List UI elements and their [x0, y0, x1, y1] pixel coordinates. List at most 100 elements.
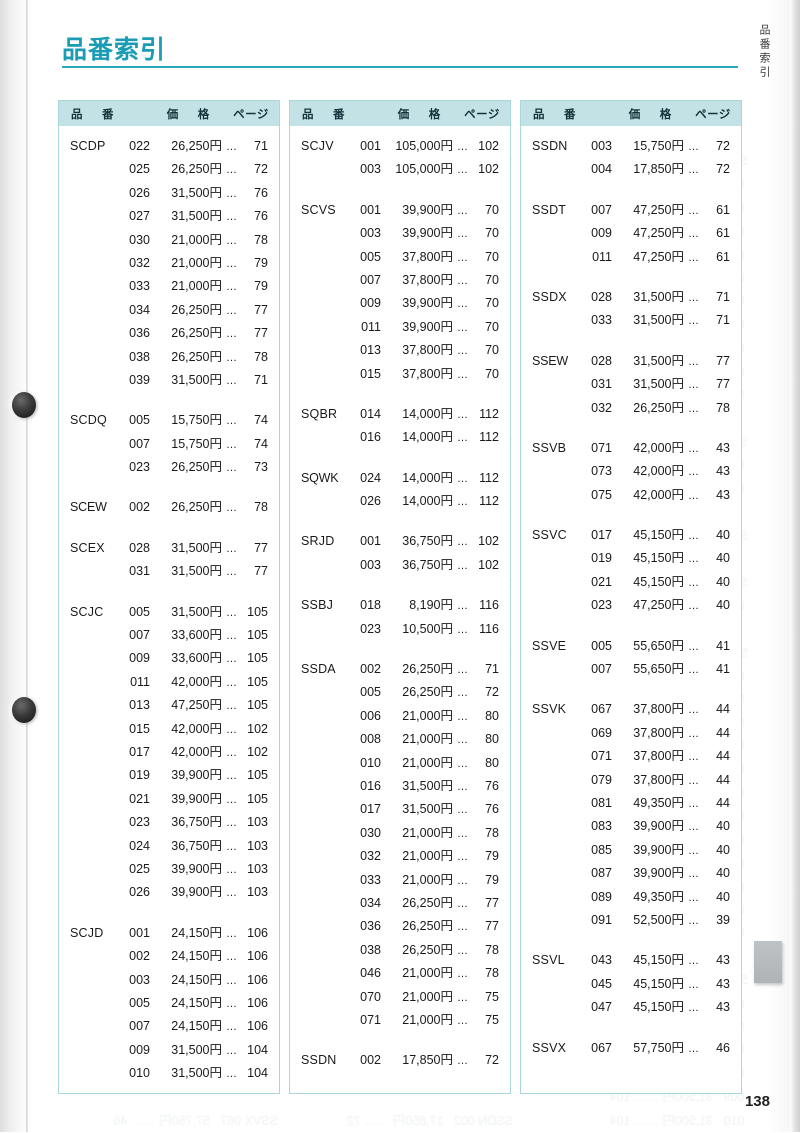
index-row[interactable]: 075 42,000円 ……… 43 [521, 484, 741, 507]
index-row[interactable]: 083 39,900円 ……… 40 [521, 815, 741, 838]
index-row[interactable]: SSDN 003 15,750円 ……… 72 [521, 135, 741, 158]
index-row[interactable]: 032 26,250円 ……… 78 [521, 397, 741, 420]
index-row[interactable]: 033 21,000円 ……… 79 [290, 869, 510, 892]
index-row[interactable]: 046 21,000円 ……… 78 [290, 962, 510, 985]
index-row[interactable]: 021 39,900円 ……… 105 [59, 788, 279, 811]
index-row[interactable]: 013 47,250円 ……… 105 [59, 694, 279, 717]
index-row[interactable]: 039 31,500円 ……… 71 [59, 369, 279, 392]
index-row[interactable]: 011 42,000円 ……… 105 [59, 671, 279, 694]
index-row[interactable]: 005 37,800円 ……… 70 [290, 246, 510, 269]
index-row[interactable]: 003 24,150円 ……… 106 [59, 969, 279, 992]
index-row[interactable]: 030 21,000円 ……… 78 [290, 822, 510, 845]
index-row[interactable]: 009 31,500円 ……… 104 [59, 1039, 279, 1062]
index-row[interactable]: SCEX 028 31,500円 ……… 77 [59, 537, 279, 560]
index-row[interactable]: 071 21,000円 ……… 75 [290, 1009, 510, 1032]
index-row[interactable]: 026 14,000円 ……… 112 [290, 490, 510, 513]
index-row[interactable]: 070 21,000円 ……… 75 [290, 986, 510, 1009]
index-row[interactable]: 005 24,150円 ……… 106 [59, 992, 279, 1015]
index-row[interactable]: 013 37,800円 ……… 70 [290, 339, 510, 362]
index-row[interactable]: 011 47,250円 ……… 61 [521, 246, 741, 269]
index-row[interactable]: SCJC 005 31,500円 ……… 105 [59, 601, 279, 624]
index-row[interactable]: 036 26,250円 ……… 77 [59, 322, 279, 345]
index-row[interactable]: 019 45,150円 ……… 40 [521, 547, 741, 570]
index-row[interactable]: 045 45,150円 ……… 43 [521, 973, 741, 996]
index-row[interactable]: 016 14,000円 ……… 112 [290, 426, 510, 449]
index-row[interactable]: SRJD 001 36,750円 ……… 102 [290, 530, 510, 553]
index-row[interactable]: 017 31,500円 ……… 76 [290, 798, 510, 821]
index-row[interactable]: 024 36,750円 ……… 103 [59, 835, 279, 858]
index-row[interactable]: 073 42,000円 ……… 43 [521, 460, 741, 483]
index-row[interactable]: SSVE 005 55,650円 ……… 41 [521, 635, 741, 658]
index-row[interactable]: SQWK 024 14,000円 ……… 112 [290, 467, 510, 490]
index-row[interactable]: 003 105,000円 ……… 102 [290, 158, 510, 181]
index-row[interactable]: SSBJ 018 8,190円 ……… 116 [290, 594, 510, 617]
index-row[interactable]: 038 26,250円 ……… 78 [290, 939, 510, 962]
index-row[interactable]: 009 47,250円 ……… 61 [521, 222, 741, 245]
index-row[interactable]: 047 45,150円 ……… 43 [521, 996, 741, 1019]
index-row[interactable]: SSVB 071 42,000円 ……… 43 [521, 437, 741, 460]
index-row[interactable]: 009 33,600円 ……… 105 [59, 647, 279, 670]
index-row[interactable]: 032 21,000円 ……… 79 [59, 252, 279, 275]
index-row[interactable]: SCDP 022 26,250円 ……… 71 [59, 135, 279, 158]
index-row[interactable]: SSDT 007 47,250円 ……… 61 [521, 199, 741, 222]
index-row[interactable]: 010 31,500円 ……… 104 [59, 1062, 279, 1085]
index-row[interactable]: SCVS 001 39,900円 ……… 70 [290, 199, 510, 222]
index-row[interactable]: 003 39,900円 ……… 70 [290, 222, 510, 245]
index-row[interactable]: 025 39,900円 ……… 103 [59, 858, 279, 881]
index-row[interactable]: SSDN 002 17,850円 ……… 72 [290, 1049, 510, 1072]
index-row[interactable]: 007 24,150円 ……… 106 [59, 1015, 279, 1038]
index-row[interactable]: SCJV 001 105,000円 ……… 102 [290, 135, 510, 158]
index-row[interactable]: 025 26,250円 ……… 72 [59, 158, 279, 181]
index-row[interactable]: SSVC 017 45,150円 ……… 40 [521, 524, 741, 547]
index-row[interactable]: 006 21,000円 ……… 80 [290, 705, 510, 728]
index-row[interactable]: 023 47,250円 ……… 40 [521, 594, 741, 617]
index-row[interactable]: 010 21,000円 ……… 80 [290, 752, 510, 775]
index-row[interactable]: SSVX 067 57,750円 ……… 46 [521, 1037, 741, 1060]
index-row[interactable]: 026 39,900円 ……… 103 [59, 881, 279, 904]
index-row[interactable]: 007 15,750円 ……… 74 [59, 433, 279, 456]
index-row[interactable]: 003 36,750円 ……… 102 [290, 554, 510, 577]
index-row[interactable]: SSDA 002 26,250円 ……… 71 [290, 658, 510, 681]
index-row[interactable]: 030 21,000円 ……… 78 [59, 229, 279, 252]
index-row[interactable]: SSVK 067 37,800円 ……… 44 [521, 698, 741, 721]
index-row[interactable]: 007 33,600円 ……… 105 [59, 624, 279, 647]
index-row[interactable]: 087 39,900円 ……… 40 [521, 862, 741, 885]
index-row[interactable]: 085 39,900円 ……… 40 [521, 839, 741, 862]
index-row[interactable]: 038 26,250円 ……… 78 [59, 346, 279, 369]
index-row[interactable]: 032 21,000円 ……… 79 [290, 845, 510, 868]
index-row[interactable]: 009 39,900円 ……… 70 [290, 292, 510, 315]
index-row[interactable]: 034 26,250円 ……… 77 [59, 299, 279, 322]
index-row[interactable]: 033 31,500円 ……… 71 [521, 309, 741, 332]
index-row[interactable]: 015 42,000円 ……… 102 [59, 718, 279, 741]
index-row[interactable]: 036 26,250円 ……… 77 [290, 915, 510, 938]
index-row[interactable]: 023 26,250円 ……… 73 [59, 456, 279, 479]
index-row[interactable]: 007 55,650円 ……… 41 [521, 658, 741, 681]
index-row[interactable]: 019 39,900円 ……… 105 [59, 764, 279, 787]
index-row[interactable]: 002 24,150円 ……… 106 [59, 945, 279, 968]
index-row[interactable]: 011 39,900円 ……… 70 [290, 316, 510, 339]
index-row[interactable]: 069 37,800円 ……… 44 [521, 722, 741, 745]
index-row[interactable]: SCJD 001 24,150円 ……… 106 [59, 922, 279, 945]
index-row[interactable]: 034 26,250円 ……… 77 [290, 892, 510, 915]
index-row[interactable]: 005 26,250円 ……… 72 [290, 681, 510, 704]
index-row[interactable]: 017 42,000円 ……… 102 [59, 741, 279, 764]
index-row[interactable]: 007 37,800円 ……… 70 [290, 269, 510, 292]
index-row[interactable]: 008 21,000円 ……… 80 [290, 728, 510, 751]
index-row[interactable]: 004 17,850円 ……… 72 [521, 158, 741, 181]
index-row[interactable]: SSVL 043 45,150円 ……… 43 [521, 949, 741, 972]
index-row[interactable]: 089 49,350円 ……… 40 [521, 886, 741, 909]
index-row[interactable]: 071 37,800円 ……… 44 [521, 745, 741, 768]
index-row[interactable]: 023 10,500円 ……… 116 [290, 618, 510, 641]
index-row[interactable]: SCEW 002 26,250円 ……… 78 [59, 496, 279, 519]
index-row[interactable]: SCDQ 005 15,750円 ……… 74 [59, 409, 279, 432]
index-row[interactable]: 016 31,500円 ……… 76 [290, 775, 510, 798]
index-row[interactable]: SSDX 028 31,500円 ……… 71 [521, 286, 741, 309]
index-row[interactable]: 031 31,500円 ……… 77 [59, 560, 279, 583]
index-row[interactable]: 027 31,500円 ……… 76 [59, 205, 279, 228]
index-row[interactable]: 033 21,000円 ……… 79 [59, 275, 279, 298]
index-row[interactable]: 091 52,500円 ……… 39 [521, 909, 741, 932]
index-row[interactable]: 023 36,750円 ……… 103 [59, 811, 279, 834]
index-row[interactable]: 021 45,150円 ……… 40 [521, 571, 741, 594]
index-row[interactable]: SQBR 014 14,000円 ……… 112 [290, 403, 510, 426]
index-row[interactable]: 031 31,500円 ……… 77 [521, 373, 741, 396]
